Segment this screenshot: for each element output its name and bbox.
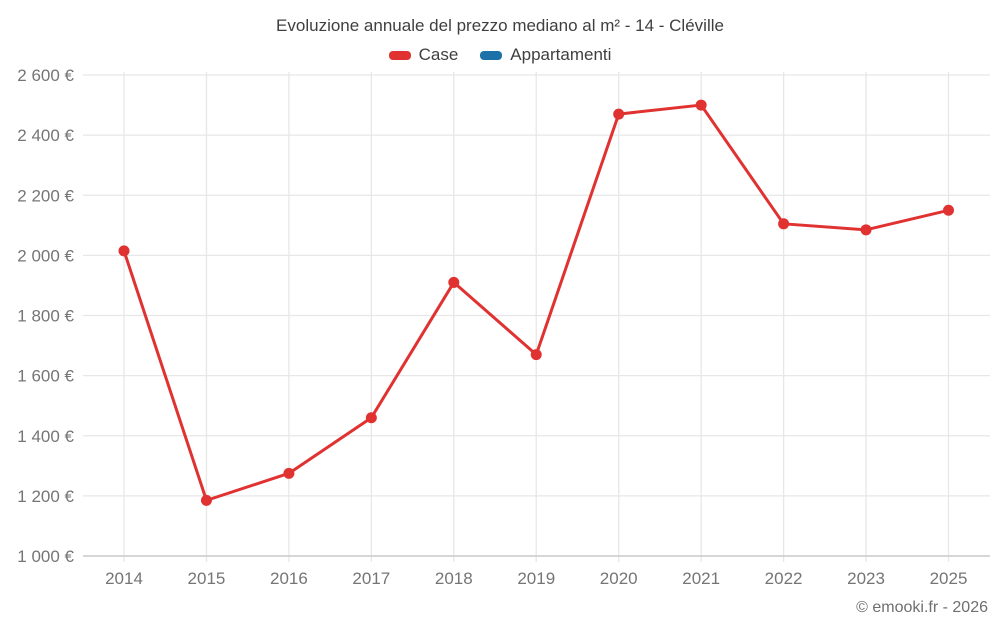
x-tick-label: 2016 [270, 569, 308, 588]
data-point[interactable] [200, 494, 212, 506]
legend: Case Appartamenti [0, 45, 1000, 65]
legend-label-case: Case [418, 45, 459, 64]
data-point[interactable] [365, 412, 377, 424]
legend-item-appartamenti[interactable]: Appartamenti [480, 45, 611, 65]
data-point[interactable] [695, 99, 707, 111]
y-tick-label: 2 600 € [17, 66, 74, 85]
data-point[interactable] [778, 218, 790, 230]
legend-swatch-appartamenti [480, 50, 503, 60]
x-tick-label: 2014 [105, 569, 143, 588]
x-tick-label: 2018 [435, 569, 473, 588]
x-tick-label: 2017 [352, 569, 390, 588]
legend-label-appartamenti: Appartamenti [510, 45, 612, 64]
y-tick-label: 1 400 € [17, 427, 74, 446]
chart-title: Evoluzione annuale del prezzo mediano al… [276, 16, 724, 35]
y-tick-label: 2 200 € [17, 186, 74, 205]
y-tick-label: 1 200 € [17, 487, 74, 506]
y-tick-label: 1 000 € [17, 547, 74, 566]
x-tick-label: 2022 [765, 569, 803, 588]
y-tick-label: 1 600 € [17, 367, 74, 386]
data-point[interactable] [283, 467, 295, 479]
data-point[interactable] [530, 349, 542, 361]
data-point[interactable] [448, 276, 460, 288]
legend-swatch-case [388, 50, 411, 60]
y-tick-label: 1 800 € [17, 307, 74, 326]
x-tick-label: 2025 [930, 569, 968, 588]
x-tick-label: 2019 [517, 569, 555, 588]
data-point[interactable] [943, 204, 954, 216]
copyright-footer: © emooki.fr - 2026 [856, 599, 988, 616]
x-tick-label: 2020 [600, 569, 638, 588]
data-point[interactable] [118, 245, 130, 257]
data-point[interactable] [860, 224, 872, 236]
y-tick-label: 2 000 € [17, 246, 74, 265]
x-tick-label: 2015 [188, 569, 226, 588]
y-tick-label: 2 400 € [17, 126, 74, 145]
data-point[interactable] [613, 108, 625, 120]
x-tick-label: 2023 [847, 569, 885, 588]
legend-item-case[interactable]: Case [388, 45, 459, 65]
x-tick-label: 2021 [682, 569, 720, 588]
